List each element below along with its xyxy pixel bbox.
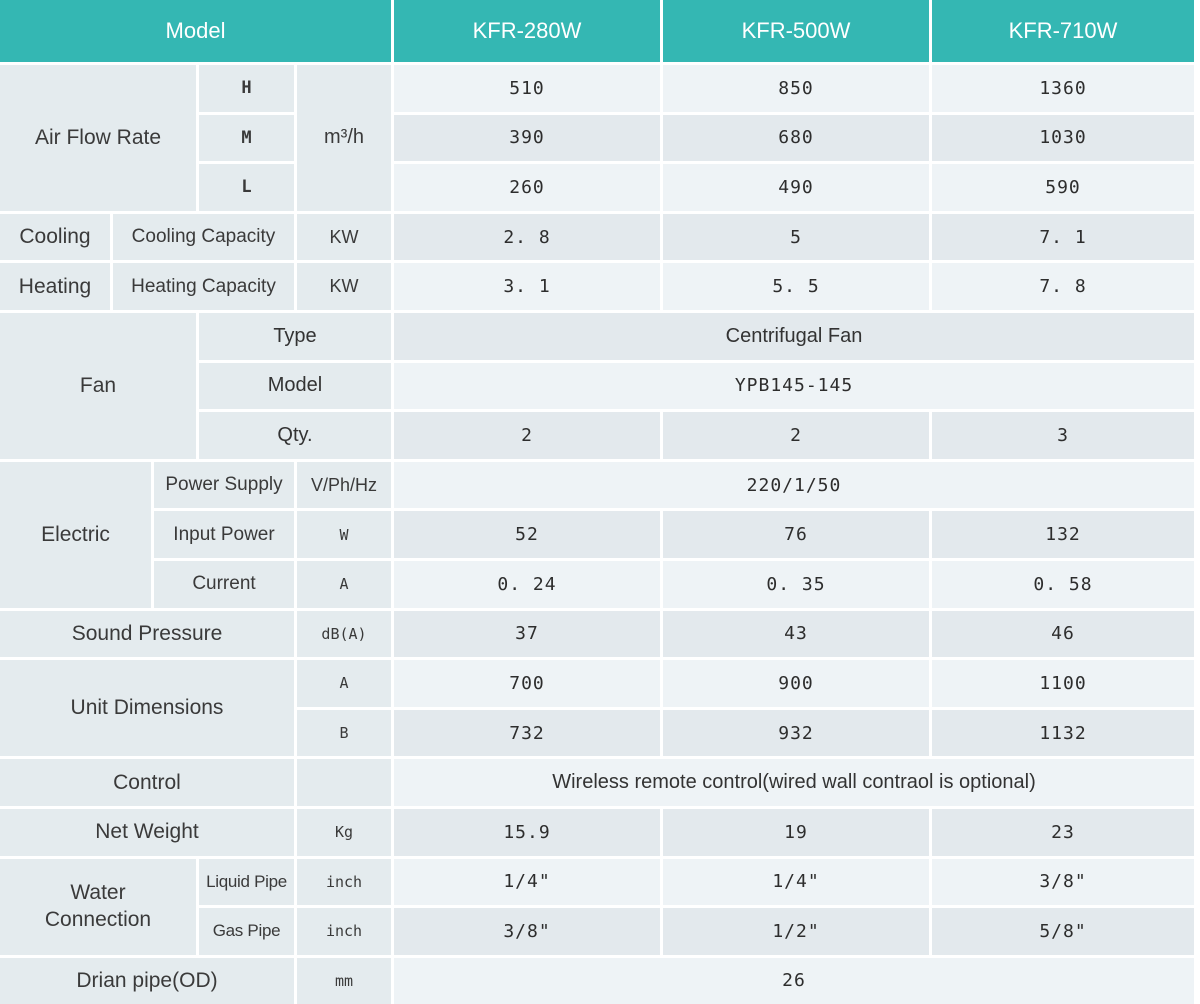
dimension-b-value-2: 932	[663, 709, 929, 757]
air-flow-l-value-2: 490	[663, 164, 929, 211]
input-power-value-1: 52	[394, 511, 660, 558]
fan-type-label: Type	[199, 312, 391, 360]
input-power-label: Input Power	[154, 511, 294, 558]
air-flow-rate-label: Air Flow Rate	[0, 65, 196, 211]
speed-h-label: H	[199, 65, 294, 112]
fan-label: Fan	[0, 312, 196, 459]
air-flow-unit-label: m³/h	[297, 65, 391, 211]
water-connection-label: Water Connection	[0, 858, 196, 955]
cooling-unit-label: KW	[297, 213, 391, 261]
gas-pipe-label: Gas Pipe	[199, 908, 294, 955]
sound-pressure-label: Sound Pressure	[0, 610, 294, 658]
speed-l-label: L	[199, 164, 294, 211]
gas-pipe-value-3: 5/8"	[932, 908, 1194, 955]
dimension-a-value-3: 1100	[932, 660, 1194, 707]
air-flow-h-value-3: 1360	[932, 65, 1194, 112]
fan-qty-label: Qty.	[199, 412, 391, 459]
unit-dimensions-label: Unit Dimensions	[0, 660, 294, 757]
dimension-b-label: B	[297, 709, 391, 757]
net-weight-value-2: 19	[663, 808, 929, 856]
sound-pressure-value-2: 43	[663, 610, 929, 658]
air-flow-h-value-1: 510	[394, 65, 660, 112]
water-connection-label-text: Water Connection	[44, 881, 152, 931]
net-weight-label: Net Weight	[0, 808, 294, 856]
drain-pipe-unit-label: mm	[297, 957, 391, 1004]
cooling-value-1: 2. 8	[394, 213, 660, 261]
current-value-2: 0. 35	[663, 560, 929, 608]
heating-label: Heating	[0, 263, 110, 310]
liquid-pipe-value-1: 1/4"	[394, 858, 660, 906]
dimension-a-value-1: 700	[394, 660, 660, 707]
current-unit-label: A	[297, 560, 391, 608]
drain-pipe-value: 26	[394, 957, 1194, 1004]
power-supply-label: Power Supply	[154, 461, 294, 509]
input-power-unit-label: W	[297, 511, 391, 558]
net-weight-value-3: 23	[932, 808, 1194, 856]
fan-qty-value-3: 3	[932, 412, 1194, 459]
sound-pressure-unit-label: dB(A)	[297, 610, 391, 658]
heating-value-3: 7. 8	[932, 263, 1194, 310]
air-flow-l-value-3: 590	[932, 164, 1194, 211]
air-flow-m-value-2: 680	[663, 114, 929, 162]
cooling-label: Cooling	[0, 213, 110, 261]
sound-pressure-value-1: 37	[394, 610, 660, 658]
air-flow-h-value-2: 850	[663, 65, 929, 112]
cooling-capacity-label: Cooling Capacity	[113, 213, 294, 261]
heating-capacity-label: Heating Capacity	[113, 263, 294, 310]
liquid-pipe-label: Liquid Pipe	[199, 858, 294, 906]
gas-pipe-value-1: 3/8"	[394, 908, 660, 955]
sound-pressure-value-3: 46	[932, 610, 1194, 658]
power-supply-value: 220/1/50	[394, 461, 1194, 509]
current-label: Current	[154, 560, 294, 608]
model-header-cell: Model	[0, 0, 391, 62]
column-header-kfr-280w: KFR-280W	[394, 0, 660, 62]
liquid-pipe-value-3: 3/8"	[932, 858, 1194, 906]
air-flow-m-value-3: 1030	[932, 114, 1194, 162]
input-power-value-2: 76	[663, 511, 929, 558]
gas-pipe-unit-label: inch	[297, 908, 391, 955]
column-header-kfr-710w: KFR-710W	[932, 0, 1194, 62]
net-weight-value-1: 15.9	[394, 808, 660, 856]
air-flow-l-value-1: 260	[394, 164, 660, 211]
electric-label: Electric	[0, 461, 151, 608]
heating-value-2: 5. 5	[663, 263, 929, 310]
cooling-value-3: 7. 1	[932, 213, 1194, 261]
fan-model-value: YPB145-145	[394, 362, 1194, 410]
fan-qty-value-1: 2	[394, 412, 660, 459]
fan-type-value: Centrifugal Fan	[394, 312, 1194, 360]
current-value-1: 0. 24	[394, 560, 660, 608]
speed-m-label: M	[199, 114, 294, 162]
liquid-pipe-unit-label: inch	[297, 858, 391, 906]
dimension-b-value-1: 732	[394, 709, 660, 757]
heating-value-1: 3. 1	[394, 263, 660, 310]
dimension-a-value-2: 900	[663, 660, 929, 707]
drain-pipe-label: Drian pipe(OD)	[0, 957, 294, 1004]
column-header-kfr-500w: KFR-500W	[663, 0, 929, 62]
dimension-b-value-3: 1132	[932, 709, 1194, 757]
control-label: Control	[0, 759, 294, 806]
air-flow-m-value-1: 390	[394, 114, 660, 162]
heating-unit-label: KW	[297, 263, 391, 310]
current-value-3: 0. 58	[932, 560, 1194, 608]
input-power-value-3: 132	[932, 511, 1194, 558]
fan-model-label: Model	[199, 362, 391, 410]
liquid-pipe-value-2: 1/4"	[663, 858, 929, 906]
net-weight-unit-label: Kg	[297, 808, 391, 856]
gas-pipe-value-2: 1/2"	[663, 908, 929, 955]
cooling-value-2: 5	[663, 213, 929, 261]
fan-qty-value-2: 2	[663, 412, 929, 459]
dimension-a-label: A	[297, 660, 391, 707]
control-value: Wireless remote control(wired wall contr…	[394, 759, 1194, 806]
control-unit-cell-empty	[297, 759, 391, 806]
power-supply-unit-label: V/Ph/Hz	[297, 461, 391, 509]
